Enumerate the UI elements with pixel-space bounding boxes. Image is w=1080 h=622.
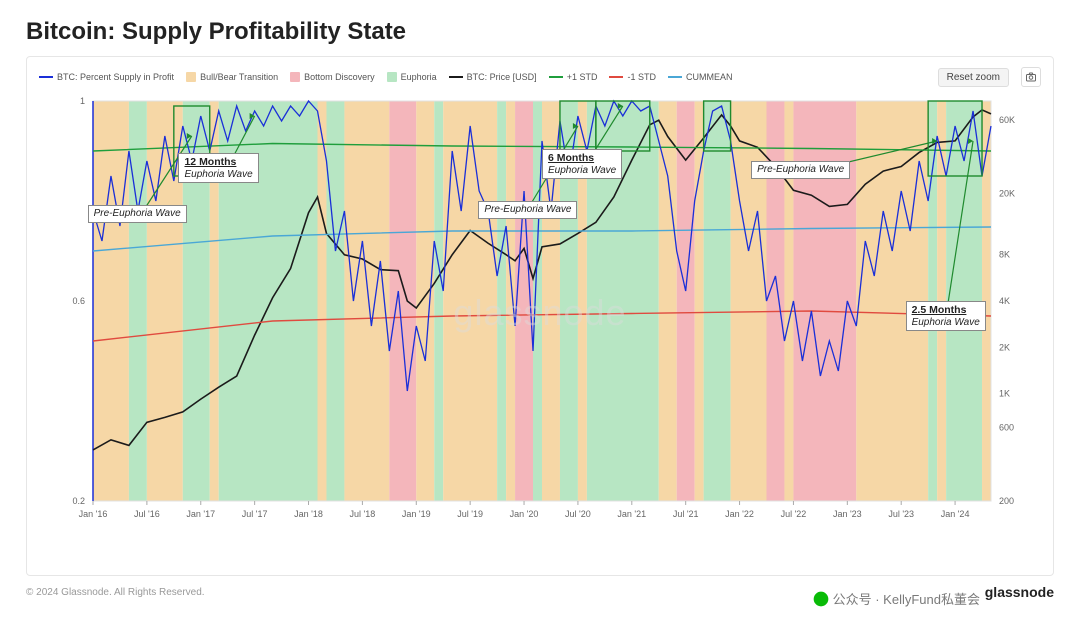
- overlay-text: 公众号 · KellyFund私董会: [833, 589, 980, 608]
- annotation-a1: 12 MonthsEuphoria Wave: [178, 153, 258, 183]
- brand-logo: glassnode: [985, 584, 1054, 600]
- wechat-icon: [813, 591, 829, 607]
- svg-text:Jan '22: Jan '22: [725, 509, 754, 519]
- svg-text:Jan '18: Jan '18: [294, 509, 323, 519]
- svg-text:Jul '16: Jul '16: [134, 509, 160, 519]
- svg-text:Jul '19: Jul '19: [457, 509, 483, 519]
- svg-text:600: 600: [999, 423, 1014, 433]
- svg-text:Jul '17: Jul '17: [242, 509, 268, 519]
- chart-title: Bitcoin: Supply Profitability State: [26, 18, 1054, 46]
- copyright-text: © 2024 Glassnode. All Rights Reserved.: [26, 587, 205, 598]
- svg-text:1: 1: [80, 96, 85, 106]
- svg-text:200: 200: [999, 496, 1014, 506]
- svg-text:Jan '16: Jan '16: [79, 509, 108, 519]
- svg-text:0.2: 0.2: [72, 496, 85, 506]
- svg-text:2K: 2K: [999, 342, 1010, 352]
- legend-swatch: [39, 76, 53, 78]
- legend-item: +1 STD: [549, 72, 598, 82]
- legend-label: Bottom Discovery: [304, 72, 375, 82]
- chart-card: BTC: Percent Supply in Profit Bull/Bear T…: [26, 56, 1054, 576]
- legend-swatch: [668, 76, 682, 78]
- annotation-a4: 6 MonthsEuphoria Wave: [542, 149, 622, 179]
- svg-text:Jul '23: Jul '23: [888, 509, 914, 519]
- chart-frame: Bitcoin: Supply Profitability State BTC:…: [0, 0, 1080, 622]
- legend-label: Bull/Bear Transition: [200, 72, 278, 82]
- legend-item: Bottom Discovery: [290, 72, 375, 82]
- svg-text:20K: 20K: [999, 189, 1015, 199]
- legend-item: -1 STD: [609, 72, 656, 82]
- legend-swatch: [549, 76, 563, 78]
- svg-text:8K: 8K: [999, 250, 1010, 260]
- svg-text:Jan '20: Jan '20: [510, 509, 539, 519]
- svg-text:1K: 1K: [999, 389, 1010, 399]
- svg-text:Jan '19: Jan '19: [402, 509, 431, 519]
- legend-swatch: [186, 72, 196, 82]
- annotation-a2: Pre-Euphoria Wave: [88, 205, 187, 223]
- legend-swatch: [449, 76, 463, 78]
- legend-swatch: [387, 72, 397, 82]
- legend-swatch: [609, 76, 623, 78]
- svg-text:Jul '22: Jul '22: [781, 509, 807, 519]
- svg-text:Jan '23: Jan '23: [833, 509, 862, 519]
- legend-item: BTC: Price [USD]: [449, 72, 537, 82]
- svg-text:Jul '20: Jul '20: [565, 509, 591, 519]
- legend-label: CUMMEAN: [686, 72, 733, 82]
- legend-label: +1 STD: [567, 72, 598, 82]
- svg-text:Jan '21: Jan '21: [617, 509, 646, 519]
- legend-label: -1 STD: [627, 72, 656, 82]
- svg-text:0.6: 0.6: [72, 296, 85, 306]
- legend-label: BTC: Percent Supply in Profit: [57, 72, 174, 82]
- svg-text:Jul '18: Jul '18: [350, 509, 376, 519]
- svg-text:Jan '24: Jan '24: [941, 509, 970, 519]
- legend-item: BTC: Percent Supply in Profit: [39, 72, 174, 82]
- legend-row: BTC: Percent Supply in Profit Bull/Bear T…: [39, 67, 1041, 87]
- svg-text:Jan '17: Jan '17: [186, 509, 215, 519]
- overlay-watermark: 公众号 · KellyFund私董会: [813, 589, 980, 608]
- camera-icon[interactable]: [1021, 67, 1041, 87]
- legend-swatch: [290, 72, 300, 82]
- legend-item: CUMMEAN: [668, 72, 733, 82]
- svg-text:Jul '21: Jul '21: [673, 509, 699, 519]
- annotation-a5: Pre-Euphoria Wave: [751, 161, 850, 179]
- legend-label: BTC: Price [USD]: [467, 72, 537, 82]
- reset-zoom-button[interactable]: Reset zoom: [938, 68, 1009, 87]
- annotation-a6: 2.5 MonthsEuphoria Wave: [906, 301, 986, 331]
- legend-item: Bull/Bear Transition: [186, 72, 278, 82]
- legend-item: Euphoria: [387, 72, 437, 82]
- annotation-a3: Pre-Euphoria Wave: [478, 201, 577, 219]
- svg-text:60K: 60K: [999, 115, 1015, 125]
- chart-area: glassnode 0.20.612006001K2K4K8K20K60KJan…: [39, 93, 1041, 533]
- svg-text:4K: 4K: [999, 296, 1010, 306]
- legend-label: Euphoria: [401, 72, 437, 82]
